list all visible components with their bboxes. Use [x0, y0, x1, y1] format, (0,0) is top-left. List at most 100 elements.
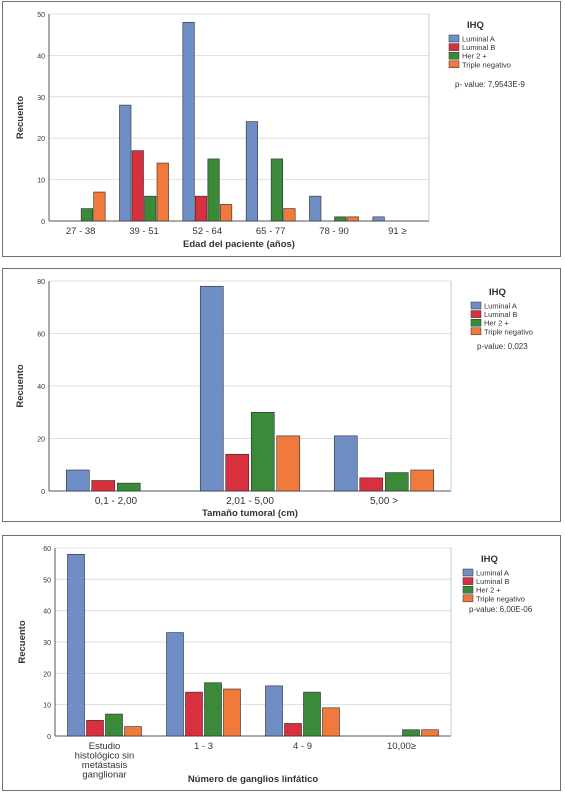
bar: [346, 216, 359, 222]
legend-swatch: [470, 301, 482, 310]
bar: [270, 158, 283, 222]
chart-panel-lymph-nodes: 0 10 20 30 40 50 60 Estudio histológico sin metás…: [2, 535, 561, 791]
legend-label: Triple negativo: [462, 60, 511, 69]
legend-label: Her 2 +: [462, 52, 487, 61]
bar: [166, 632, 184, 737]
bar: [116, 482, 141, 492]
legend-swatch: [448, 60, 460, 69]
p-value-annotation: p-value: 6,00E-06: [469, 605, 533, 614]
x-tick-label: ganglionar: [82, 770, 126, 781]
legend-swatch: [462, 594, 474, 603]
bar: [67, 553, 85, 737]
legend-label: Her 2 +: [484, 319, 509, 328]
bar: [86, 720, 104, 737]
legend-title: IHQ: [489, 287, 506, 298]
legend-label: Her 2 +: [476, 586, 501, 595]
x-tick-label: 5,00 >: [370, 496, 398, 507]
legend-swatch: [470, 318, 482, 327]
y-tick-label: 40: [37, 384, 45, 391]
y-tick-label: 0: [41, 489, 45, 496]
legend-swatch: [462, 577, 474, 585]
bar: [65, 469, 90, 492]
y-axis-title: Recuento: [17, 620, 28, 663]
bar: [91, 480, 116, 492]
bar: [309, 195, 322, 222]
y-tick-label: 10: [43, 703, 51, 710]
y-tick-label: 10: [37, 178, 45, 185]
x-tick-label: 27 - 38: [66, 226, 96, 237]
x-tick-label: 52 - 64: [193, 226, 223, 237]
y-tick-label: 0: [41, 219, 45, 226]
legend-label: Luminal A: [462, 35, 495, 44]
bar: [250, 411, 275, 492]
bar: [402, 729, 420, 737]
legend-label: Luminal A: [476, 569, 509, 578]
y-tick-label: 40: [43, 609, 51, 616]
bar: [204, 682, 222, 737]
bar: [124, 726, 142, 737]
bar: [185, 691, 203, 737]
legend-label: Triple negativo: [476, 594, 525, 603]
x-tick-label: 1 - 3: [194, 741, 213, 752]
x-axis-title: Tamaño tumoral (cm): [202, 508, 298, 519]
y-tick-label: 20: [37, 136, 45, 143]
y-tick-label: 50: [43, 577, 51, 584]
bar: [199, 285, 224, 492]
x-tick-label: 39 - 51: [129, 226, 159, 237]
bar: [223, 688, 241, 737]
x-tick-label: 91 ≥: [388, 226, 406, 237]
legend-swatch: [470, 327, 482, 336]
y-tick-label: 50: [37, 12, 45, 19]
legend-swatch: [448, 43, 460, 51]
y-tick-label: 60: [43, 546, 51, 553]
y-tick-label: 30: [37, 95, 45, 102]
bar: [182, 21, 195, 222]
legend-swatch: [448, 51, 460, 60]
y-tick-label: 0: [47, 734, 51, 741]
bar: [410, 469, 435, 492]
legend-title: IHQ: [481, 554, 498, 565]
bar: [265, 685, 283, 737]
x-axis-title: Número de ganglios linfático: [188, 774, 319, 785]
chart-panel-tumor-size: 0 20 40 60 80 0,1 - 2,00 2,01 - 5,00 5,00 > Tama…: [2, 268, 561, 522]
chart-panel-age: 0 10 20 30 40 50 27 - 38 39 - 51 52 - 64 65 - 77 7…: [2, 1, 561, 257]
x-tick-label: Estudio: [89, 741, 121, 752]
bar: [384, 472, 409, 492]
y-tick-label: 20: [43, 671, 51, 678]
bar: [105, 713, 123, 737]
chart-svg-tumor-size: 0 20 40 60 80 0,1 - 2,00 2,01 - 5,00 5,00 > Tama…: [15, 279, 533, 519]
bar: [156, 162, 169, 222]
bar: [283, 208, 296, 222]
x-axis-title: Edad del paciente (años): [183, 239, 295, 250]
legend-swatch: [462, 568, 474, 577]
bar: [334, 216, 347, 222]
x-tick-label: 78 - 90: [319, 226, 349, 237]
x-tick-label: 0,1 - 2,00: [95, 496, 138, 507]
bar: [284, 723, 302, 737]
legend-swatch: [470, 310, 482, 318]
bar: [359, 477, 384, 492]
y-tick-label: 80: [37, 279, 45, 286]
legend-swatch: [448, 34, 460, 43]
bar: [372, 216, 385, 222]
bar: [225, 453, 250, 492]
bar: [119, 104, 132, 222]
p-value-annotation: p- value: 7,9543E-9: [455, 80, 525, 89]
bar: [144, 195, 157, 222]
legend-label: Luminal A: [484, 302, 517, 311]
y-axis-title: Recuento: [15, 96, 26, 139]
y-tick-label: 60: [37, 332, 45, 339]
bar: [303, 691, 321, 737]
bar: [131, 150, 144, 222]
x-tick-label: 4 - 9: [293, 741, 312, 752]
legend-swatch: [462, 585, 474, 594]
bar: [421, 729, 439, 737]
y-tick-label: 40: [37, 53, 45, 60]
x-tick-label: 2,01 - 5,00: [226, 496, 274, 507]
x-tick-label: 65 - 77: [256, 226, 286, 237]
y-axis-title: Recuento: [15, 364, 26, 407]
legend-label: Luminal B: [484, 310, 517, 319]
legend-label: Luminal B: [462, 43, 495, 52]
y-tick-label: 20: [37, 437, 45, 444]
